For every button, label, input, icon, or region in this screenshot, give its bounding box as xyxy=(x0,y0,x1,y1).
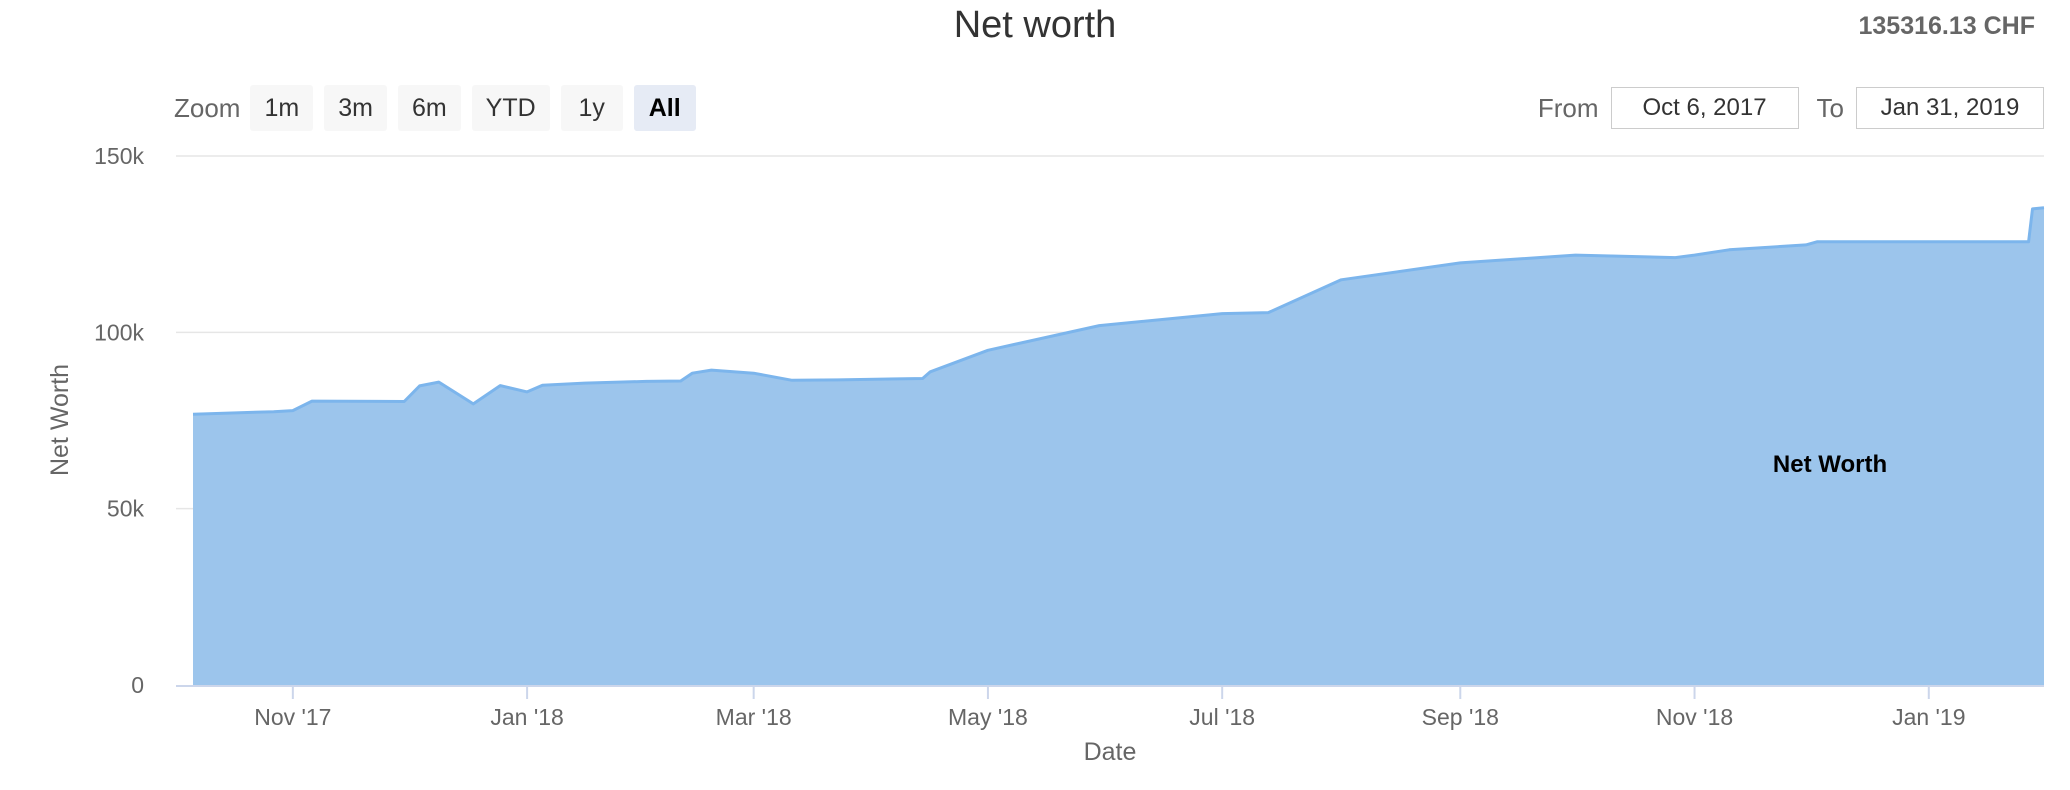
net-worth-area xyxy=(193,207,2044,686)
x-tick-label: Jan '18 xyxy=(490,704,563,730)
zoom-button-all[interactable]: All xyxy=(633,85,696,131)
zoom-button-6m[interactable]: 6m xyxy=(397,85,461,131)
x-tick-label: Nov '18 xyxy=(1656,704,1733,730)
x-axis-title: Date xyxy=(1084,738,1137,766)
x-tick-label: Mar '18 xyxy=(716,704,792,730)
y-tick-label: 0 xyxy=(131,672,144,698)
y-axis-title: Net Worth xyxy=(46,364,74,476)
y-tick-label: 50k xyxy=(107,496,145,522)
from-label: From xyxy=(1537,92,1599,123)
zoom-button-1y[interactable]: 1y xyxy=(560,85,623,131)
date-range-selector: From To xyxy=(1520,84,2044,132)
zoom-button-1m[interactable]: 1m xyxy=(250,85,314,131)
zoom-button-3m[interactable]: 3m xyxy=(324,85,387,131)
y-tick-label: 100k xyxy=(94,319,144,345)
axes: 0 50k 100k 150k Nov '17 Jan '18 Mar '18 May '18… xyxy=(94,143,2044,730)
series-label-net-worth: Net Worth xyxy=(1773,451,1887,478)
from-date-input[interactable] xyxy=(1610,87,1799,129)
to-label: To xyxy=(1816,92,1844,123)
x-tick-label: May '18 xyxy=(948,704,1028,730)
chart-title: Net worth xyxy=(953,4,1117,46)
x-tick-label: Jul '18 xyxy=(1189,704,1255,730)
zoom-label: Zoom xyxy=(174,92,241,123)
x-tick-label: Nov '17 xyxy=(254,704,331,730)
y-tick-label: 150k xyxy=(94,143,144,169)
net-worth-total: 135316.13 CHF xyxy=(1858,12,2035,40)
net-worth-line xyxy=(192,206,2045,416)
zoom-button-ytd[interactable]: YTD xyxy=(471,85,550,131)
zoom-selector: Zoom 1m 3m 6m YTD 1y All xyxy=(174,84,707,132)
series-layer xyxy=(192,206,2045,686)
x-tick-label: Jan '19 xyxy=(1892,704,1965,730)
x-tick-label: Sep '18 xyxy=(1422,704,1499,730)
to-date-input[interactable] xyxy=(1856,87,2044,129)
